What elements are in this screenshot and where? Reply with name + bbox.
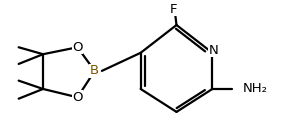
Text: N: N [209, 44, 219, 57]
Text: O: O [72, 91, 83, 104]
Text: NH₂: NH₂ [243, 82, 267, 95]
Text: F: F [170, 3, 177, 16]
Text: O: O [72, 41, 83, 54]
Text: B: B [90, 64, 99, 77]
